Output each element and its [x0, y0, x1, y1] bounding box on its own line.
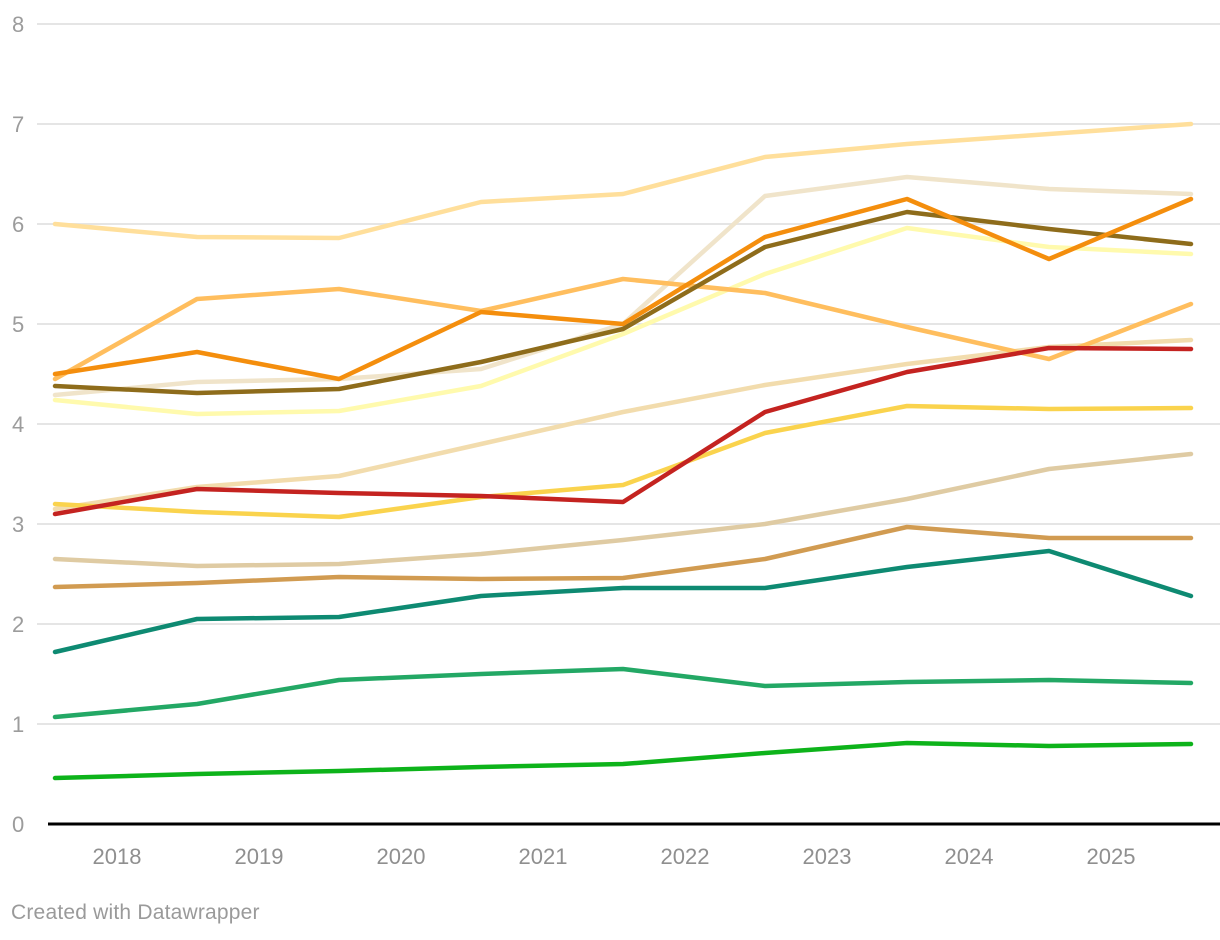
x-axis-label-2025: 2025: [1087, 844, 1136, 869]
series-line-sea-green: [52, 666, 1194, 720]
series-line-gold: [52, 403, 1194, 520]
series-line-light-tan: [52, 451, 1194, 569]
series-line-sand: [52, 337, 1194, 512]
x-axis-label-2021: 2021: [519, 844, 568, 869]
series-line-olive: [52, 209, 1194, 396]
series-line-red: [52, 345, 1194, 517]
y-axis-label-3: 3: [12, 512, 24, 537]
y-axis-label-2: 2: [12, 612, 24, 637]
y-axis-label-4: 4: [12, 412, 24, 437]
x-axis-label-2018: 2018: [93, 844, 142, 869]
x-axis-label-2019: 2019: [235, 844, 284, 869]
y-axis-label-5: 5: [12, 312, 24, 337]
series-line-camel: [52, 524, 1194, 590]
series-line-orange: [52, 196, 1194, 382]
y-axis-label-1: 1: [12, 712, 24, 737]
series-line-teal: [52, 548, 1194, 655]
series-line-bright-green: [52, 740, 1194, 781]
x-axis-label-2020: 2020: [377, 844, 426, 869]
x-axis-label-2024: 2024: [945, 844, 994, 869]
y-axis-label-6: 6: [12, 212, 24, 237]
series-line-pale-beige: [52, 174, 1194, 398]
x-axis-label-2023: 2023: [803, 844, 852, 869]
series-line-light-orange: [52, 276, 1194, 382]
x-axis-label-2022: 2022: [661, 844, 710, 869]
y-axis-label-0: 0: [12, 812, 24, 837]
series-line-cream: [52, 121, 1194, 241]
y-axis-label-7: 7: [12, 112, 24, 137]
datawrapper-credit-link[interactable]: Created with Datawrapper: [11, 901, 260, 924]
y-axis-label-8: 8: [12, 12, 24, 37]
